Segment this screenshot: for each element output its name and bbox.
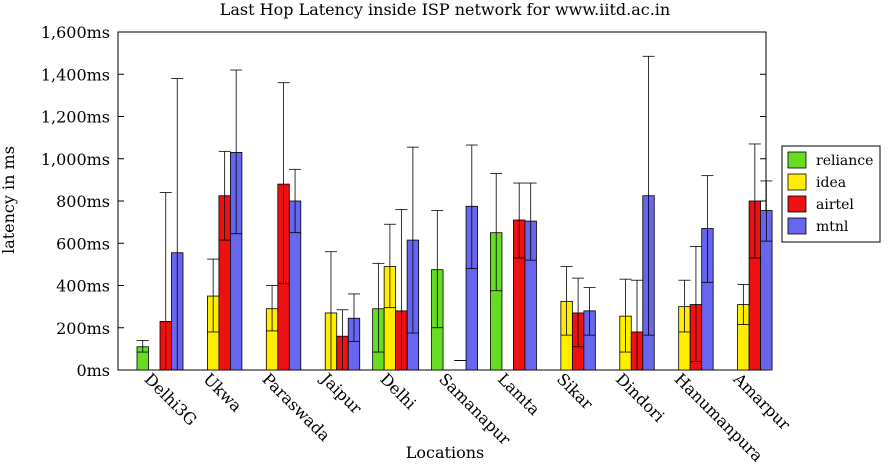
plot-area: 0ms 200ms 400ms 600ms 800ms 1,000ms 1,200ms 1,4…	[41, 23, 795, 466]
legend-swatch-mtnl	[787, 217, 807, 235]
x-tick-label: Dindori	[612, 369, 668, 425]
y-tick-label: 1,600ms	[41, 23, 110, 42]
y-tick-label: 600ms	[56, 234, 110, 253]
x-tick-label: Jaipur	[316, 368, 366, 418]
y-tick-label: 1,000ms	[41, 150, 110, 169]
legend-label-mtnl: mtnl	[816, 219, 849, 235]
x-axis-label: Locations	[406, 443, 484, 462]
y-axis-label: latency in ms	[0, 146, 18, 254]
y-tick-label: 1,200ms	[41, 108, 110, 127]
legend-label-idea: idea	[816, 175, 846, 191]
y-tick-label: 1,400ms	[41, 65, 110, 84]
y-tick-label: 0ms	[76, 361, 110, 380]
legend-swatch-idea	[787, 173, 807, 191]
y-tick-label: 200ms	[56, 319, 110, 338]
x-tick-label: Lamta	[494, 369, 544, 419]
y-tick-label: 800ms	[56, 192, 110, 211]
x-tick-label: Sikar	[553, 369, 597, 413]
x-tick-label: Delhi3G	[141, 369, 201, 429]
legend-label-airtel: airtel	[816, 197, 854, 213]
legend-label-reliance: reliance	[816, 153, 873, 169]
legend-swatch-airtel	[787, 195, 807, 213]
legend-swatch-reliance	[787, 151, 807, 169]
x-tick-label: Delhi	[376, 369, 420, 413]
x-tick-label: Ukwa	[200, 369, 247, 416]
chart-title: Last Hop Latency inside ISP network for …	[220, 0, 670, 19]
legend: reliance idea airtel mtnl	[781, 145, 881, 243]
y-tick-label: 400ms	[56, 277, 110, 296]
